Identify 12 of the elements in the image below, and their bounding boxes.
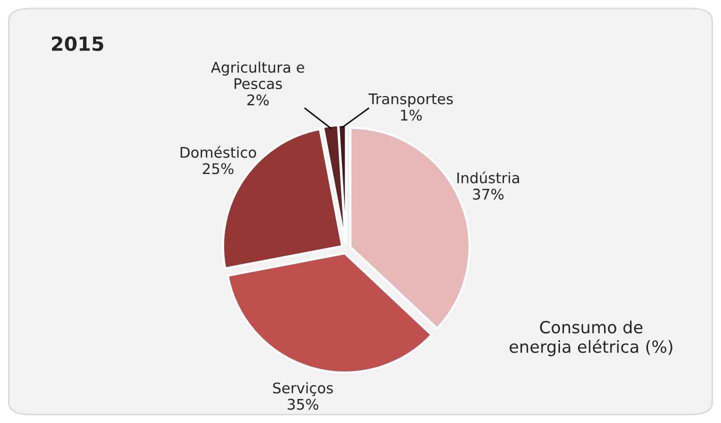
slice-label: Doméstico xyxy=(180,146,256,158)
data-label: 1% xyxy=(401,110,422,121)
data-label: 37% xyxy=(473,188,504,200)
slice-label: Transportes xyxy=(368,94,453,108)
data-label: 35% xyxy=(288,398,318,410)
slice-label: Indústria xyxy=(457,172,519,184)
data-label: 2% xyxy=(247,94,269,106)
slice-label: Agricultura e Pescas xyxy=(210,62,304,90)
text: Consumo de energia elétrica (%) xyxy=(510,320,672,356)
data-label: 25% xyxy=(202,163,234,174)
chart-title: 2015 xyxy=(52,36,104,52)
slice-label: Serviços xyxy=(273,382,333,396)
